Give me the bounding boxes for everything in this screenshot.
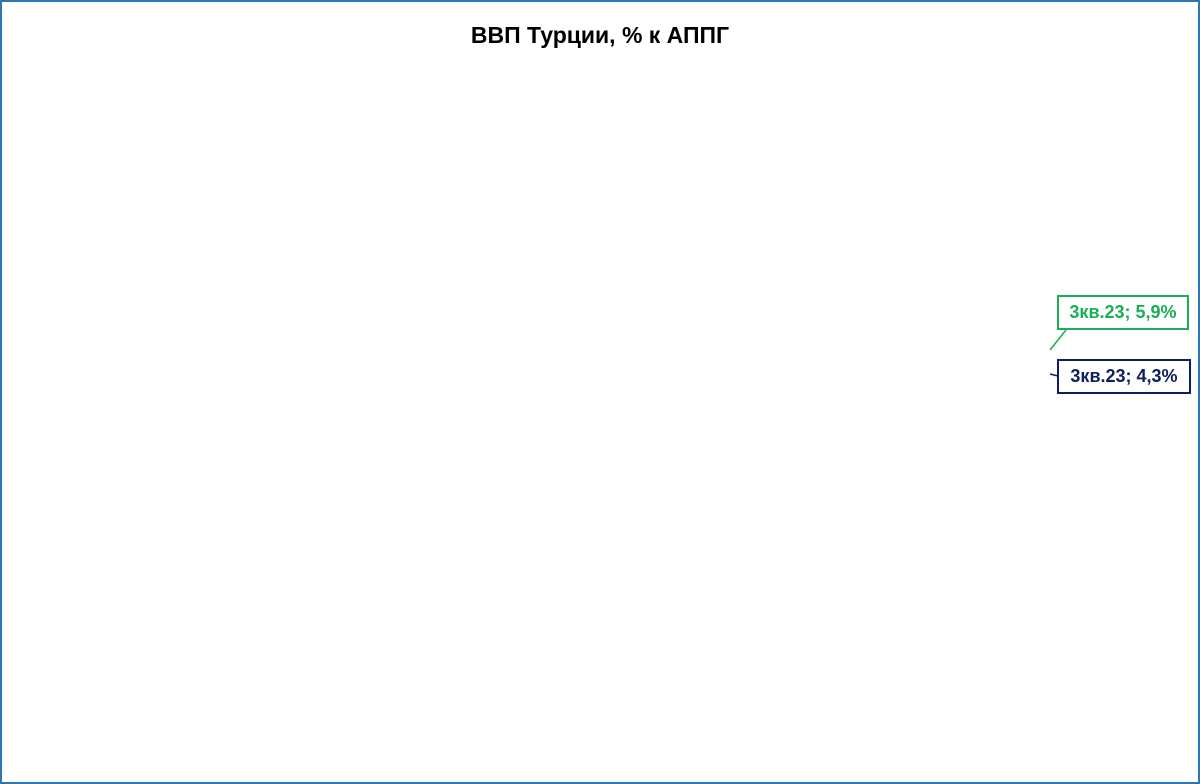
callout-box: [1057, 295, 1189, 330]
callout-connector: [1049, 329, 1067, 351]
callout-connector: [1049, 373, 1059, 377]
callout-box: [1057, 359, 1191, 394]
callout: 3кв.23; 5,9%: [1069, 302, 1176, 322]
chart-title: ВВП Турции, % к АППГ: [471, 22, 729, 48]
callout: 3кв.23; 4,3%: [1070, 366, 1177, 386]
